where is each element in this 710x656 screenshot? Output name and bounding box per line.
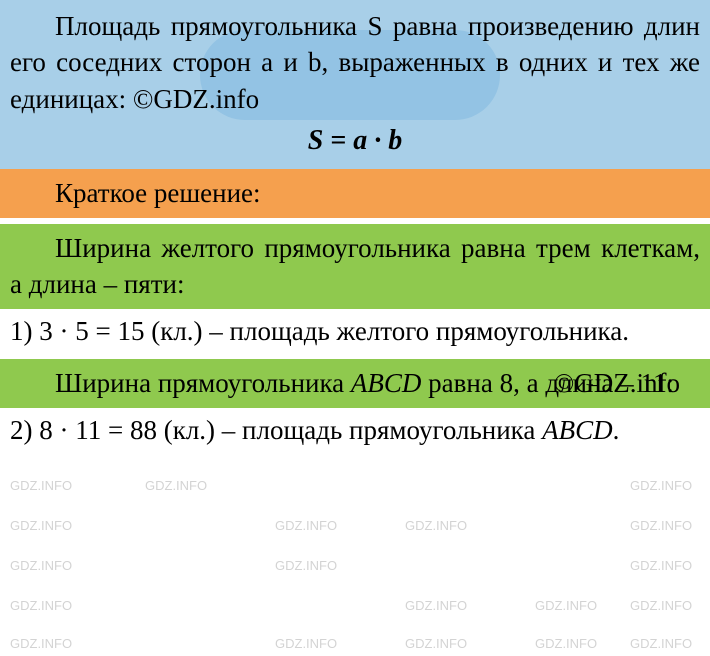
watermark-text: GDZ.INFO [630, 518, 692, 533]
watermark-text: GDZ.INFO [10, 478, 72, 493]
watermark-text: GDZ.INFO [275, 636, 337, 651]
watermark-text: GDZ.INFO [145, 478, 207, 493]
solution-header-section: Краткое решение: [0, 169, 710, 217]
watermark-text: GDZ.INFO [275, 518, 337, 533]
step2-intro-text: Ширина прямоугольника ABCD равна 8, а дл… [10, 365, 700, 401]
solution-title: Краткое решение: [55, 175, 700, 211]
step2-calc-part2: . [613, 415, 620, 445]
step1-intro-section: Ширина желтого прямоугольника равна трем… [0, 224, 710, 309]
watermark-text: GDZ.INFO [275, 558, 337, 573]
watermark-text: GDZ.INFO [405, 636, 467, 651]
area-formula: S = a · b [10, 125, 700, 157]
step1-calc-text: 1) 3 · 5 = 15 (кл.) – площадь желтого пр… [10, 313, 700, 349]
watermark-text: GDZ.INFO [405, 598, 467, 613]
watermark-text: GDZ.INFO [630, 636, 692, 651]
watermark-text: GDZ.INFO [10, 636, 72, 651]
definition-text: Площадь прямоугольника S равна произведе… [10, 8, 700, 117]
watermark-text: GDZ.INFO [10, 518, 72, 533]
step2-calc-section: 2) 8 · 11 = 88 (кл.) – площадь прямо­уго… [0, 408, 710, 452]
step2-intro-section: Ширина прямоугольника ABCD равна 8, а дл… [0, 359, 710, 407]
step2-text-part1: Ширина прямоугольника [55, 368, 351, 398]
step2-calc-part1: 2) 8 · 11 = 88 (кл.) – площадь прямо­уго… [10, 415, 542, 445]
watermark-text: GDZ.INFO [10, 598, 72, 613]
watermark-text: GDZ.INFO [630, 558, 692, 573]
watermark-text: GDZ.INFO [10, 558, 72, 573]
document-content: Площадь прямоугольника S равна произведе… [0, 0, 710, 452]
watermark-text: GDZ.INFO [630, 478, 692, 493]
watermark-text: GDZ.INFO [535, 598, 597, 613]
watermark-text: GDZ.INFO [630, 598, 692, 613]
definition-section: Площадь прямоугольника S равна произведе… [0, 0, 710, 169]
watermark-text: GDZ.INFO [405, 518, 467, 533]
step2-calc-text: 2) 8 · 11 = 88 (кл.) – площадь прямо­уго… [10, 412, 700, 448]
step1-intro-text: Ширина желтого прямоугольника равна трем… [10, 230, 700, 303]
copyright-inline: ©GDZ.info [509, 365, 680, 401]
abcd-label-1: ABCD [351, 368, 422, 398]
watermark-text: GDZ.INFO [535, 636, 597, 651]
abcd-label-2: ABCD [542, 415, 613, 445]
step1-calc-section: 1) 3 · 5 = 15 (кл.) – площадь желтого пр… [0, 309, 710, 353]
